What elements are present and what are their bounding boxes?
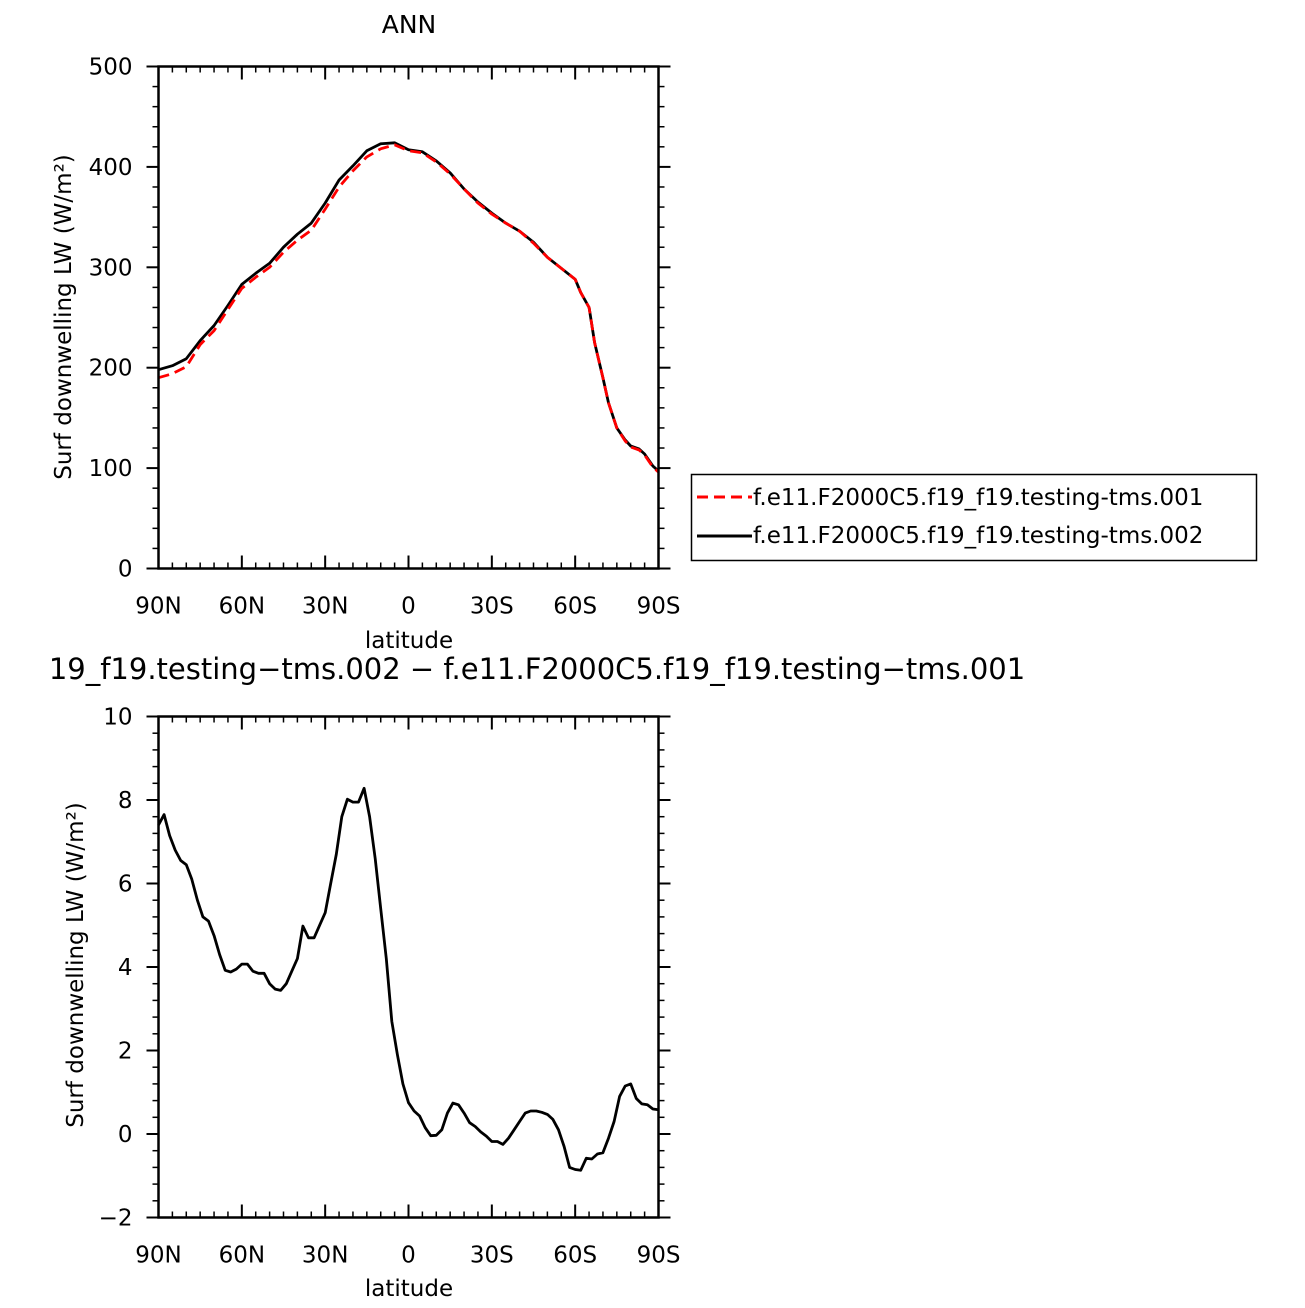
top-series-lines: [158, 141, 660, 474]
bottom-xtick-label: 30S: [470, 1243, 514, 1269]
legend-label-series-002: f.e11.F2000C5.f19_f19.testing-tms.002: [753, 523, 1203, 549]
top-y-axis-label: Surf downwelling LW (W/m²): [51, 154, 77, 480]
top-ytick-label: 300: [89, 255, 133, 281]
legend: f.e11.F2000C5.f19_f19.testing-tms.001 f.…: [690, 473, 1258, 562]
top-xtick-label: 60N: [219, 594, 265, 620]
top-x-axis-label: latitude: [365, 628, 453, 654]
top-series-line-1: [158, 141, 660, 473]
bottom-series-line-0: [157, 786, 659, 1172]
top-plot-frame: [157, 65, 660, 570]
top-series-line-0: [158, 143, 660, 474]
top-ytick-label: 200: [89, 356, 133, 382]
top-tick-labels: 90N 60N 30N 0 30S 60S 90S 0 100 200 300 400 500: [89, 55, 681, 620]
bottom-xtick-label: 60S: [553, 1243, 597, 1269]
bottom-xtick-label: 0: [401, 1243, 416, 1269]
bottom-ytick-label: 0: [118, 1122, 133, 1148]
bottom-ytick-label: 6: [118, 872, 133, 898]
bottom-ytick-label: −2: [99, 1206, 133, 1232]
legend-label-series-001: f.e11.F2000C5.f19_f19.testing-tms.001: [753, 485, 1203, 511]
top-ytick-label: 0: [118, 557, 133, 583]
bottom-ytick-label: 8: [118, 788, 133, 814]
top-panel: ANN 90N 60N 30N 0 30S 60S 90S0100200300400500 …: [51, 10, 1258, 654]
top-ytick-label: 100: [89, 456, 133, 482]
bottom-ytick-label: 4: [118, 955, 133, 981]
top-ytick-label: 400: [89, 155, 133, 181]
bottom-ytick-label: 10: [103, 705, 132, 731]
top-xtick-label: 60S: [553, 594, 597, 620]
bottom-xtick-label: 90N: [135, 1243, 181, 1269]
bottom-xtick-label: 60N: [219, 1243, 265, 1269]
bottom-panel: 19_f19.testing−tms.002 − f.e11.F2000C5.f…: [49, 652, 1025, 1302]
bottom-x-axis-label: latitude: [365, 1276, 453, 1302]
top-xtick-label: 90S: [637, 594, 681, 620]
top-xtick-label: 90N: [135, 594, 181, 620]
bottom-xtick-label: 30N: [302, 1243, 348, 1269]
bottom-y-axis-label: Surf downwelling LW (W/m²): [63, 802, 89, 1128]
top-xtick-label: 0: [401, 594, 416, 620]
legend-box: [690, 473, 1258, 562]
bottom-tick-labels: 90N 60N 30N 0 30S 60S 90S −2 0 2 4 6 8 10: [99, 705, 681, 1269]
bottom-plot-frame: [157, 715, 660, 1219]
top-xtick-label: 30N: [302, 594, 348, 620]
top-xtick-label: 30S: [470, 594, 514, 620]
top-title: ANN: [382, 10, 437, 39]
bottom-xtick-label: 90S: [637, 1243, 681, 1269]
bottom-title: 19_f19.testing−tms.002 − f.e11.F2000C5.f…: [49, 652, 1025, 686]
top-ytick-label: 500: [89, 55, 133, 81]
bottom-ytick-label: 2: [118, 1039, 133, 1065]
bottom-series-lines: [157, 786, 659, 1172]
